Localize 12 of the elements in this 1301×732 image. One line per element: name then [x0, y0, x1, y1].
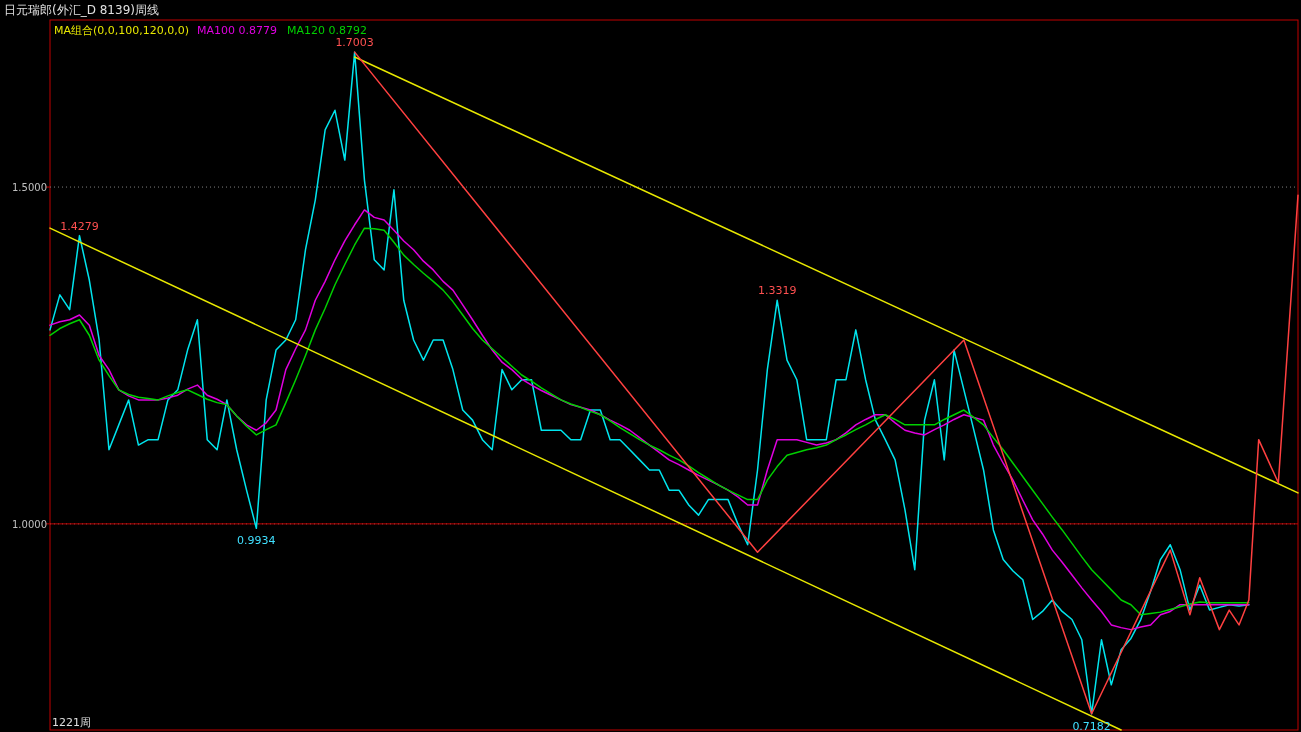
legend-title: MA组合(0,0,100,120,0,0) — [54, 24, 190, 37]
annotation: 0.7182 — [1072, 719, 1111, 732]
annotation: 0.9934 — [237, 534, 276, 548]
annotation: 1221周 — [52, 716, 91, 729]
annotation: 1.3319 — [757, 284, 797, 298]
annotation: 1.7003 — [335, 36, 374, 50]
annotation: 1.4279 — [60, 219, 99, 233]
text: MA120 0.8792 — [287, 24, 368, 37]
text: MA100 0.8779 — [197, 24, 278, 37]
chart-title: 日元瑞郎(外汇_D 8139)周线 — [4, 3, 159, 17]
y-tick-label: 1.5000 — [12, 182, 47, 194]
y-tick-label: 1.0000 — [12, 518, 47, 530]
